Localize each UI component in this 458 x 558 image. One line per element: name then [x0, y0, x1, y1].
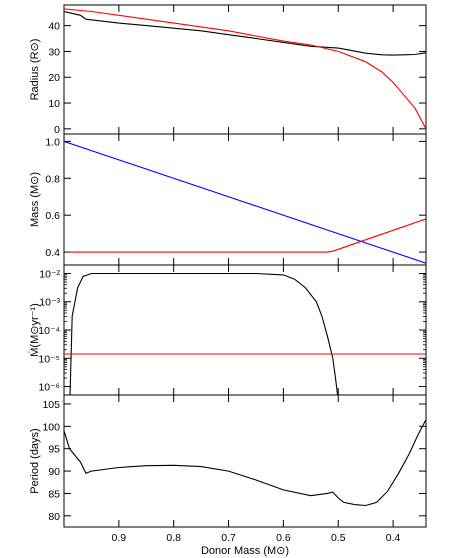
y-tick-label: 0.8: [45, 173, 60, 185]
x-axis-title: Donor Mass (M⊙): [201, 545, 289, 557]
x-tick-label: 0.8: [166, 532, 181, 544]
series-line-1: [64, 419, 426, 507]
series-line-2: [64, 8, 426, 130]
panel-3: 10⁻² 10⁻³ 10⁻⁴ 10⁻⁵ 10⁻⁶ Ṁ(M⊙yr⁻¹): [28, 264, 427, 396]
y-tick-label: 80: [48, 511, 60, 523]
x-tick-label: 0.7: [221, 532, 236, 544]
x-tick-label: 0.9: [112, 532, 127, 544]
y-tick-label: 20: [48, 72, 60, 84]
panel-frame: [63, 394, 427, 528]
series-line-1: [69, 272, 339, 395]
y-tick-label: 85: [48, 488, 60, 500]
series-line-2: [69, 218, 426, 253]
y-tick-label: 10⁻⁶: [38, 382, 60, 394]
panel-2: 0.4 0.6 0.8 1.0 Mass (M⊙): [29, 133, 427, 266]
y-tick-label: 10⁻⁴: [38, 325, 60, 337]
y-tick-label: 90: [48, 466, 60, 478]
x-tick-label: 0.4: [386, 532, 401, 544]
mass-axis-title: Mass (M⊙): [29, 172, 41, 227]
panel-1: 0 10 20 30 40 Radius (R⊙): [29, 4, 427, 136]
y-tick-label: 0: [54, 124, 60, 136]
x-tick-label: 0.6: [276, 532, 291, 544]
mdot-axis-title: Ṁ(M⊙yr⁻¹): [28, 303, 41, 357]
y-tick-label: 30: [48, 46, 60, 58]
x-tick-label: 0.5: [331, 532, 346, 544]
y-tick-label: 105: [42, 399, 60, 411]
radius-axis-title: Radius (R⊙): [29, 39, 41, 101]
panel-frame: [63, 264, 427, 396]
y-tick-label: 10⁻⁵: [38, 353, 60, 365]
y-tick-label: 0.6: [45, 210, 60, 222]
series-line-1: [64, 10, 426, 56]
series-line-1: [64, 140, 426, 264]
y-tick-label: 10: [48, 98, 60, 110]
y-tick-label: 10⁻³: [39, 297, 60, 309]
y-tick-label: 0.4: [45, 247, 60, 259]
panel-4: 80 85 90 95 100 105 Period (days) 0.9 0.8 0.7 0.6 0…: [29, 394, 427, 544]
y-tick-label: 100: [42, 421, 60, 433]
y-tick-label: 40: [48, 21, 60, 33]
panel-frame: [63, 4, 427, 135]
y-tick-label: 10⁻²: [39, 268, 60, 280]
period-axis-title: Period (days): [29, 428, 41, 493]
y-tick-label: 1.0: [45, 136, 60, 148]
y-tick-label: 95: [48, 444, 60, 456]
